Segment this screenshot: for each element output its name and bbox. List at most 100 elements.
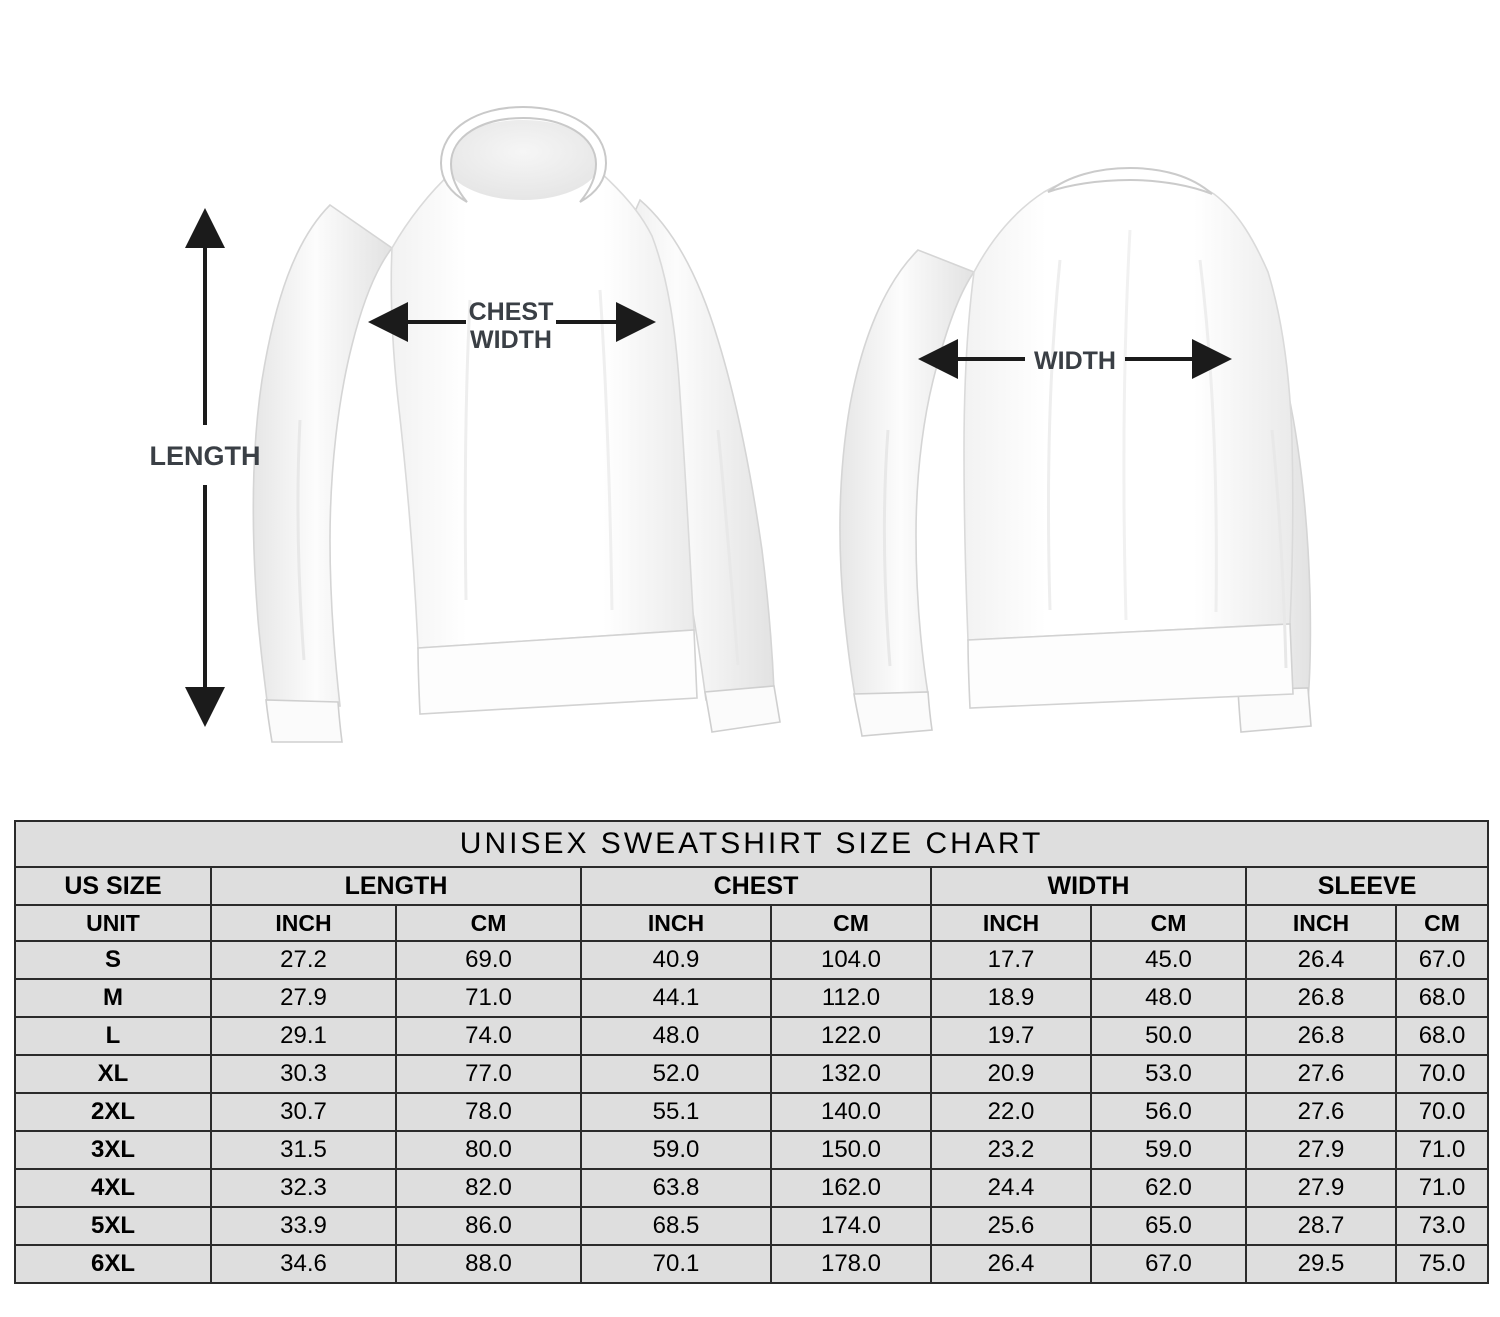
cell-width-inch: 20.9 [930,1054,1092,1094]
cell-width-inch: 24.4 [930,1168,1092,1208]
cell-sleeve-inch: 29.5 [1245,1244,1397,1284]
cell-chest-inch: 52.0 [580,1054,772,1094]
cell-width-cm: 56.0 [1090,1092,1247,1132]
group-header-sleeve: SLEEVE [1244,866,1490,906]
cell-sleeve-inch: 27.6 [1245,1054,1397,1094]
table-row: M 27.9 71.0 44.1 112.0 18.9 48.0 26.8 68.0 [14,978,1490,1018]
cell-width-inch: 22.0 [930,1092,1092,1132]
length-label: LENGTH [150,441,261,471]
cell-sleeve-inch: 26.4 [1245,940,1397,980]
cell-width-cm: 48.0 [1090,978,1247,1018]
front-hem-band [417,629,698,715]
cell-size: M [14,978,212,1018]
unit-header-width-in: INCH [930,904,1092,942]
cell-width-inch: 25.6 [930,1206,1092,1246]
chest-width-label-line2: WIDTH [470,326,552,354]
group-header-us-size: US SIZE [14,866,212,906]
table-row: 2XL 30.7 78.0 55.1 140.0 22.0 56.0 27.6 70.0 [14,1092,1490,1132]
cell-sleeve-inch: 27.6 [1245,1092,1397,1132]
cell-width-cm: 53.0 [1090,1054,1247,1094]
cell-size: 5XL [14,1206,212,1246]
cell-chest-inch: 63.8 [580,1168,772,1208]
cell-sleeve-cm: 71.0 [1394,1168,1490,1208]
cell-sleeve-cm: 68.0 [1394,1016,1490,1056]
cell-length-inch: 31.5 [210,1130,397,1170]
chart-title: UNISEX SWEATSHIRT SIZE CHART [13,820,1490,868]
cell-size: 6XL [14,1244,212,1284]
unit-header-sleeve-cm: CM [1394,904,1490,942]
cell-chest-cm: 140.0 [770,1092,932,1132]
back-left-cuff [853,691,933,737]
chart-title-row: UNISEX SWEATSHIRT SIZE CHART [13,820,1490,868]
cell-sleeve-inch: 28.7 [1245,1206,1397,1246]
unit-header-unit: UNIT [14,904,212,942]
back-left-sleeve [839,249,976,703]
cell-width-cm: 67.0 [1090,1244,1247,1284]
front-right-cuff [704,685,781,733]
cell-length-inch: 32.3 [210,1168,397,1208]
table-row: 3XL 31.5 80.0 59.0 150.0 23.2 59.0 27.9 71.0 [14,1130,1490,1170]
cell-chest-inch: 48.0 [580,1016,772,1056]
front-body [390,171,695,649]
cell-length-cm: 80.0 [395,1130,582,1170]
group-header-chest: CHEST [580,866,932,906]
cell-chest-cm: 112.0 [770,978,932,1018]
cell-sleeve-cm: 75.0 [1394,1244,1490,1284]
cell-width-inch: 18.9 [930,978,1092,1018]
table-row: 5XL 33.9 86.0 68.5 174.0 25.6 65.0 28.7 73.0 [14,1206,1490,1246]
size-chart-container: UNISEX SWEATSHIRT SIZE CHART US SIZE LEN… [13,820,1490,1284]
cell-width-inch: 19.7 [930,1016,1092,1056]
sweatshirt-back-view: WIDTH [839,166,1312,737]
cell-size: 3XL [14,1130,212,1170]
front-left-sleeve [252,203,394,711]
table-row: S 27.2 69.0 40.9 104.0 17.7 45.0 26.4 67.0 [14,940,1490,980]
cell-sleeve-inch: 27.9 [1245,1168,1397,1208]
unit-header-length-cm: CM [395,904,582,942]
unit-header-row: UNIT INCH CM INCH CM INCH CM INCH CM [14,904,1490,942]
table-row: XL 30.3 77.0 52.0 132.0 20.9 53.0 27.6 70.0 [14,1054,1490,1094]
table-row: L 29.1 74.0 48.0 122.0 19.7 50.0 26.8 68.0 [14,1016,1490,1056]
cell-size: L [14,1016,212,1056]
cell-chest-cm: 132.0 [770,1054,932,1094]
cell-sleeve-cm: 70.0 [1394,1054,1490,1094]
cell-sleeve-inch: 27.9 [1245,1130,1397,1170]
cell-width-cm: 45.0 [1090,940,1247,980]
back-hem-band [967,623,1294,709]
unit-header-chest-in: INCH [580,904,772,942]
cell-length-inch: 29.1 [210,1016,397,1056]
unisex-sweatshirt-size-chart-table: UNISEX SWEATSHIRT SIZE CHART US SIZE LEN… [13,820,1490,1284]
cell-chest-cm: 150.0 [770,1130,932,1170]
cell-length-inch: 34.6 [210,1244,397,1284]
cell-chest-inch: 59.0 [580,1130,772,1170]
cell-length-inch: 30.7 [210,1092,397,1132]
sweatshirt-front-view: LENGTH CHEST WIDTH [150,105,781,743]
table-row: 6XL 34.6 88.0 70.1 178.0 26.4 67.0 29.5 75.0 [14,1244,1490,1284]
cell-width-inch: 26.4 [930,1244,1092,1284]
cell-width-inch: 17.7 [930,940,1092,980]
back-collar-rib [1047,166,1213,195]
cell-width-cm: 65.0 [1090,1206,1247,1246]
unit-header-width-cm: CM [1090,904,1247,942]
cell-length-inch: 27.9 [210,978,397,1018]
group-header-length: LENGTH [210,866,582,906]
cell-length-cm: 74.0 [395,1016,582,1056]
cell-sleeve-cm: 73.0 [1394,1206,1490,1246]
cell-size: XL [14,1054,212,1094]
cell-chest-inch: 70.1 [580,1244,772,1284]
cell-chest-inch: 44.1 [580,978,772,1018]
cell-chest-cm: 178.0 [770,1244,932,1284]
chest-width-label-line1: CHEST [469,298,554,326]
group-header-row: US SIZE LENGTH CHEST WIDTH SLEEVE [14,866,1490,906]
cell-width-inch: 23.2 [930,1130,1092,1170]
unit-header-sleeve-in: INCH [1245,904,1397,942]
table-row: 4XL 32.3 82.0 63.8 162.0 24.4 62.0 27.9 71.0 [14,1168,1490,1208]
cell-length-cm: 69.0 [395,940,582,980]
cell-length-cm: 86.0 [395,1206,582,1246]
cell-size: 4XL [14,1168,212,1208]
cell-length-inch: 27.2 [210,940,397,980]
garment-illustration-panel: LENGTH CHEST WIDTH [150,105,1312,743]
cell-length-cm: 78.0 [395,1092,582,1132]
cell-length-cm: 82.0 [395,1168,582,1208]
back-width-label: WIDTH [1034,347,1116,375]
front-left-cuff [265,699,343,743]
